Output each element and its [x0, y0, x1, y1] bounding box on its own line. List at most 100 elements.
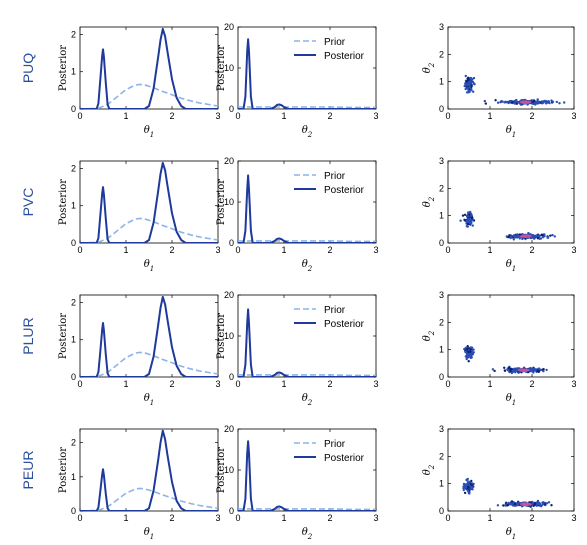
- scatter-point: [532, 235, 535, 238]
- scatter-point: [503, 369, 507, 372]
- x-axis-label-text: θ1: [506, 125, 517, 139]
- scatter-point: [510, 503, 513, 506]
- y-axis-label: θ2: [422, 330, 436, 341]
- scatter-point: [468, 492, 471, 495]
- scatter-point: [462, 488, 465, 492]
- scatter-point: [465, 80, 468, 83]
- y-tick-label: 0: [71, 104, 76, 114]
- x-tick-label: 1: [123, 245, 128, 255]
- scatter-point: [471, 224, 474, 227]
- scatter-point: [466, 225, 469, 228]
- panel-joint: 0 1 2 3 0 1 2 3 θ1 θ2: [422, 290, 577, 407]
- scatter-point: [532, 371, 535, 374]
- scatter-point: [465, 478, 468, 481]
- y-tick-label: 1: [439, 479, 444, 489]
- legend: Prior Posterior: [294, 37, 365, 62]
- scatter-point: [553, 235, 556, 238]
- plot-area: [80, 429, 218, 511]
- scatter-point: [514, 235, 517, 238]
- axes-frame: [447, 294, 575, 378]
- scatter-point: [516, 100, 519, 104]
- scatter-point: [466, 345, 469, 348]
- scatter-point: [467, 480, 470, 484]
- legend-posterior-label: Posterior: [324, 319, 365, 330]
- scatter-point: [501, 100, 504, 103]
- y-axis-label-text: θ2: [422, 62, 436, 73]
- scatter-point: [470, 221, 473, 224]
- x-axis-label-text: θ1: [144, 125, 155, 139]
- row-label: PVC: [20, 188, 36, 217]
- scatter-point: [459, 219, 462, 222]
- scatter-point: [467, 483, 471, 486]
- prior-line: [238, 240, 376, 243]
- scatter-point: [536, 98, 539, 101]
- x-tick-label: 3: [373, 379, 378, 389]
- scatter-point: [467, 360, 470, 363]
- scatter-point: [466, 353, 470, 356]
- scatter-point: [555, 100, 558, 104]
- scatter-point: [468, 86, 472, 89]
- panel-theta1: 0 1 2 3 0 1 2 θ1 Posterior: [58, 160, 221, 273]
- scatter-point: [465, 83, 469, 87]
- scatter-point: [473, 83, 476, 86]
- scatter-point: [513, 369, 516, 373]
- y-tick-label: 2: [71, 163, 76, 173]
- scatter-point: [484, 102, 487, 105]
- scatter-point: [563, 101, 566, 104]
- scatter-point: [541, 502, 545, 505]
- plot-area: [80, 27, 218, 109]
- scatter-point: [537, 370, 541, 373]
- scatter-mode-highlight: [517, 368, 530, 372]
- x-axis-label: θ1: [506, 125, 517, 139]
- scatter-point: [539, 505, 543, 508]
- posterior-line: [238, 38, 376, 109]
- scatter-point: [472, 76, 476, 80]
- x-axis-label-text: θ1: [144, 393, 155, 407]
- x-tick-label: 3: [373, 513, 378, 523]
- scatter-point: [549, 234, 552, 237]
- scatter-point: [462, 486, 465, 490]
- scatter-point: [515, 369, 519, 372]
- axes-frame: [79, 428, 219, 512]
- x-tick-label: 1: [281, 245, 286, 255]
- x-tick-label: 3: [373, 245, 378, 255]
- scatter-point: [542, 368, 545, 371]
- x-tick-label: 3: [215, 513, 220, 523]
- scatter-point: [512, 238, 515, 241]
- scatter-point: [506, 503, 509, 507]
- x-axis-label: θ1: [144, 393, 155, 407]
- axes-frame: [447, 26, 575, 110]
- x-tick-label: 3: [215, 379, 220, 389]
- axes-frame: [79, 160, 219, 244]
- y-tick-label: 20: [224, 290, 234, 300]
- legend-prior-label: Prior: [324, 171, 346, 182]
- scatter-point: [467, 220, 470, 224]
- scatter-point: [502, 504, 505, 507]
- plot-area: [238, 38, 376, 109]
- x-tick-label: 3: [571, 245, 576, 255]
- y-tick-label: 0: [229, 372, 234, 382]
- x-tick-label: 2: [169, 379, 174, 389]
- scatter-point: [513, 102, 517, 105]
- x-tick-label: 3: [571, 111, 576, 121]
- scatter-point: [512, 504, 515, 507]
- x-tick-label: 1: [281, 513, 286, 523]
- plot-area: [459, 210, 556, 241]
- scatter-point: [471, 80, 475, 84]
- scatter-point: [535, 235, 538, 238]
- prior-line: [80, 217, 218, 243]
- scatter-point: [550, 504, 553, 507]
- y-tick-label: 2: [439, 49, 444, 59]
- scatter-point: [532, 100, 536, 103]
- y-tick-label: 2: [439, 183, 444, 193]
- x-tick-label: 2: [169, 513, 174, 523]
- x-tick-label: 0: [445, 379, 450, 389]
- y-tick-label: 20: [224, 424, 234, 434]
- scatter-point: [543, 503, 546, 506]
- y-tick-label: 1: [439, 77, 444, 87]
- axes-frame: [447, 160, 575, 244]
- x-tick-label: 0: [235, 379, 240, 389]
- posterior-line: [238, 308, 376, 377]
- x-tick-label: 0: [445, 111, 450, 121]
